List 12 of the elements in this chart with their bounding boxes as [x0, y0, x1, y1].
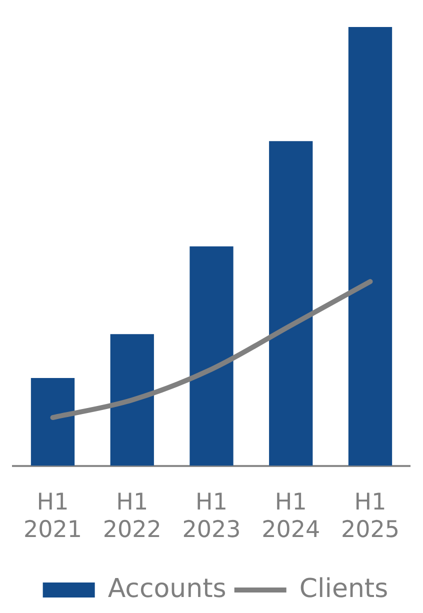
- bar: [110, 334, 154, 466]
- x-tick-label: H1 2025: [340, 490, 400, 544]
- legend-label: Accounts: [108, 574, 226, 604]
- x-tick-label: H1 2024: [262, 490, 320, 544]
- legend-label: Clients: [299, 574, 388, 604]
- x-tick-label: H1 2022: [102, 490, 162, 544]
- bar: [269, 141, 313, 466]
- bar: [30, 378, 75, 466]
- x-tick-label: H1 2023: [182, 490, 241, 544]
- bar: [190, 246, 234, 466]
- x-tick-label: H1 2021: [23, 490, 82, 544]
- bar: [348, 27, 392, 466]
